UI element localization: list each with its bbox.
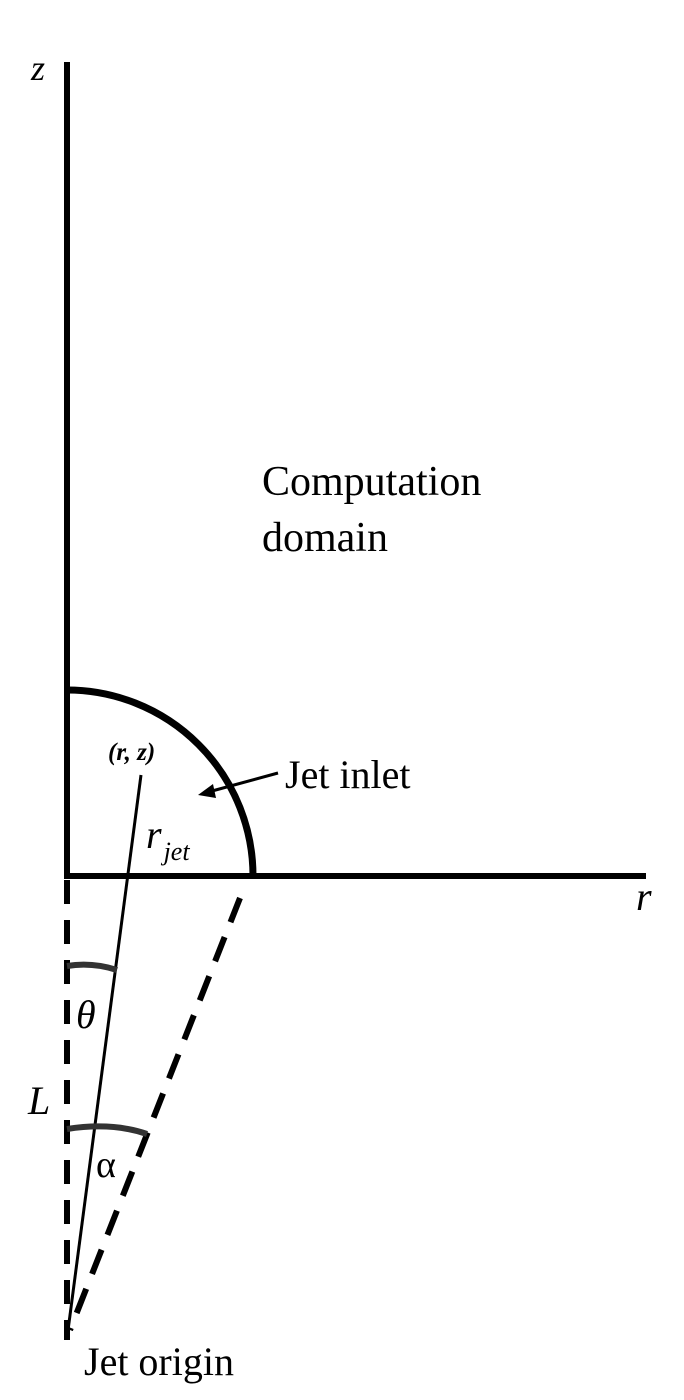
alpha-label: α (96, 1144, 116, 1186)
jet-inlet-arrow-head (198, 784, 216, 798)
jet-origin-label: Jet origin (84, 1339, 234, 1384)
cone-boundary-dashed (67, 896, 243, 1332)
jet-inlet-label: Jet inlet (285, 752, 411, 797)
r-axis-label: r (636, 874, 652, 919)
r-jet-base: r (146, 812, 162, 857)
domain-label-line2: domain (262, 515, 388, 561)
jet-inlet-arrow-line (211, 771, 279, 793)
r-jet-subscript: jet (161, 837, 191, 866)
theta-arc (66, 961, 118, 973)
r-jet-label: rjet (146, 812, 190, 866)
theta-label: θ (76, 992, 96, 1037)
z-axis-label: z (30, 48, 45, 88)
point-label: (r, z) (108, 739, 155, 766)
alpha-arc (66, 1123, 148, 1137)
jet-inlet-arc (66, 686, 257, 877)
length-label: L (27, 1078, 50, 1123)
domain-label-line1: Computation (262, 459, 481, 505)
ray-line (65, 774, 143, 1339)
